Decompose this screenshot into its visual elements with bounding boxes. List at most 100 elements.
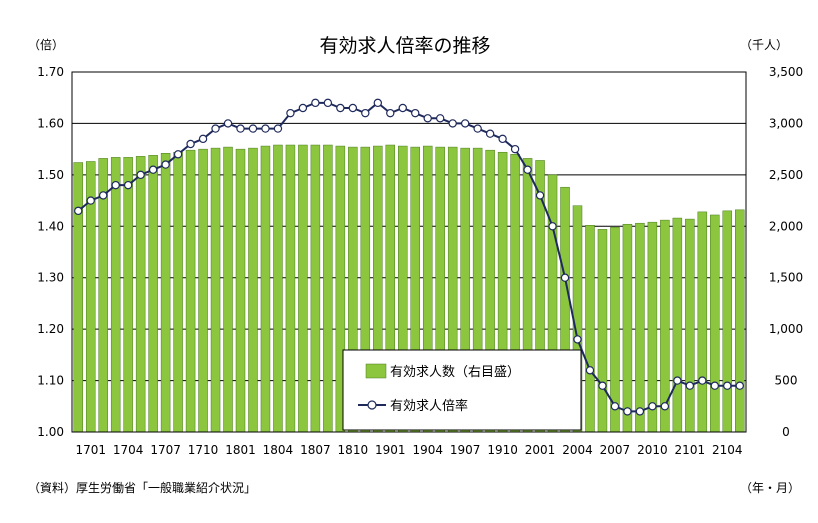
left-tick-label: 1.60 bbox=[37, 116, 64, 130]
line-point bbox=[548, 222, 557, 231]
x-tick-label: 1701 bbox=[75, 443, 106, 457]
line-point bbox=[361, 108, 370, 118]
bar bbox=[685, 218, 695, 433]
left-tick-label: 1.30 bbox=[37, 271, 64, 285]
right-axis: 0 500 1,000 1,500 2,000 2,500 3,000 3,500 bbox=[769, 65, 803, 439]
bar bbox=[597, 229, 608, 433]
line-point bbox=[585, 366, 595, 375]
right-tick-label: 1,500 bbox=[769, 271, 803, 285]
chart-title: 有効求人倍率の推移 bbox=[319, 35, 490, 57]
bar bbox=[697, 211, 708, 433]
x-tick-label: 2004 bbox=[562, 443, 593, 457]
left-tick-label: 1.40 bbox=[37, 219, 64, 233]
bar bbox=[710, 214, 720, 433]
line-point bbox=[710, 381, 719, 390]
line-point bbox=[698, 376, 707, 385]
right-tick-label: 500 bbox=[775, 374, 798, 388]
bar bbox=[323, 144, 333, 433]
bar bbox=[735, 209, 745, 433]
line-point bbox=[485, 129, 495, 138]
line-point bbox=[660, 402, 670, 411]
bar bbox=[223, 146, 233, 433]
line-point bbox=[535, 191, 545, 200]
bar bbox=[160, 153, 171, 433]
bar bbox=[310, 144, 321, 433]
line-point bbox=[610, 402, 620, 411]
bar bbox=[622, 223, 633, 433]
gridlines bbox=[72, 71, 746, 433]
line-point bbox=[111, 180, 120, 190]
line-point bbox=[436, 114, 445, 123]
bar bbox=[647, 221, 658, 433]
line-point bbox=[386, 108, 395, 118]
line-point bbox=[136, 170, 145, 180]
line-point bbox=[685, 381, 695, 390]
line-point bbox=[598, 381, 607, 390]
line-point bbox=[460, 119, 470, 128]
line-point bbox=[173, 150, 183, 159]
source-note: （資料）厚生労働省「一般職業紹介状況」 bbox=[28, 480, 256, 495]
bar bbox=[210, 147, 221, 433]
legend-bar-label: 有効求人数（右目盛） bbox=[390, 365, 520, 380]
right-tick-label: 2,000 bbox=[769, 219, 803, 233]
right-tick-label: 3,500 bbox=[769, 65, 803, 79]
plot-frame bbox=[71, 71, 747, 433]
bar bbox=[235, 148, 246, 433]
bar bbox=[260, 145, 271, 433]
legend-box bbox=[342, 349, 582, 431]
line-point bbox=[560, 273, 570, 282]
line-point bbox=[198, 134, 208, 144]
right-tick-label: 1,000 bbox=[769, 322, 803, 336]
bar bbox=[148, 155, 158, 433]
line-point bbox=[248, 124, 258, 133]
left-axis: 1.00 1.10 1.20 1.30 1.40 1.50 1.60 1.70 bbox=[37, 65, 64, 439]
x-tick-label: 2010 bbox=[637, 443, 668, 457]
line-point bbox=[373, 98, 382, 108]
left-tick-label: 1.10 bbox=[37, 374, 64, 388]
bar bbox=[298, 144, 308, 433]
x-tick-label: 1710 bbox=[188, 443, 219, 457]
x-tick-label: 2101 bbox=[675, 443, 706, 457]
bar bbox=[285, 144, 296, 433]
line-point bbox=[74, 206, 83, 216]
bar bbox=[110, 157, 121, 433]
line-point bbox=[523, 165, 532, 174]
bar bbox=[173, 151, 183, 433]
line-point bbox=[186, 139, 195, 149]
line-point bbox=[298, 103, 308, 113]
line-point bbox=[510, 144, 520, 154]
legend-line-marker bbox=[367, 400, 377, 410]
x-tick-label: 1907 bbox=[450, 443, 481, 457]
bar bbox=[73, 162, 83, 433]
line-point bbox=[473, 124, 482, 133]
line-point bbox=[161, 160, 170, 169]
x-tick-label: 2104 bbox=[712, 443, 743, 457]
line-point bbox=[673, 376, 682, 385]
legend-bar-swatch bbox=[365, 363, 387, 379]
left-tick-label: 1.20 bbox=[37, 322, 64, 336]
line-point bbox=[286, 108, 295, 118]
line-point bbox=[211, 124, 220, 133]
line-point bbox=[323, 98, 333, 108]
left-tick-label: 1.70 bbox=[37, 65, 64, 79]
line-point bbox=[648, 402, 657, 411]
legend-line-label: 有効求人倍率 bbox=[390, 398, 468, 414]
line-point bbox=[623, 407, 632, 416]
left-tick-label: 1.00 bbox=[37, 425, 64, 439]
x-tick-label: 1801 bbox=[225, 443, 256, 457]
x-tick-label: 1910 bbox=[487, 443, 518, 457]
line-point bbox=[635, 407, 645, 416]
line-point bbox=[148, 165, 158, 174]
bar bbox=[135, 156, 146, 433]
right-tick-label: 2,500 bbox=[769, 168, 803, 182]
line-point bbox=[498, 134, 507, 144]
bar bbox=[198, 148, 208, 433]
left-axis-unit: （倍） bbox=[28, 37, 64, 52]
line-point bbox=[236, 124, 245, 133]
right-tick-label: 3,000 bbox=[769, 116, 803, 130]
x-tick-label: 1904 bbox=[412, 443, 443, 457]
line-point bbox=[573, 335, 582, 344]
bar bbox=[185, 149, 196, 433]
x-tick-label: 2001 bbox=[525, 443, 556, 457]
line-point bbox=[123, 180, 133, 190]
